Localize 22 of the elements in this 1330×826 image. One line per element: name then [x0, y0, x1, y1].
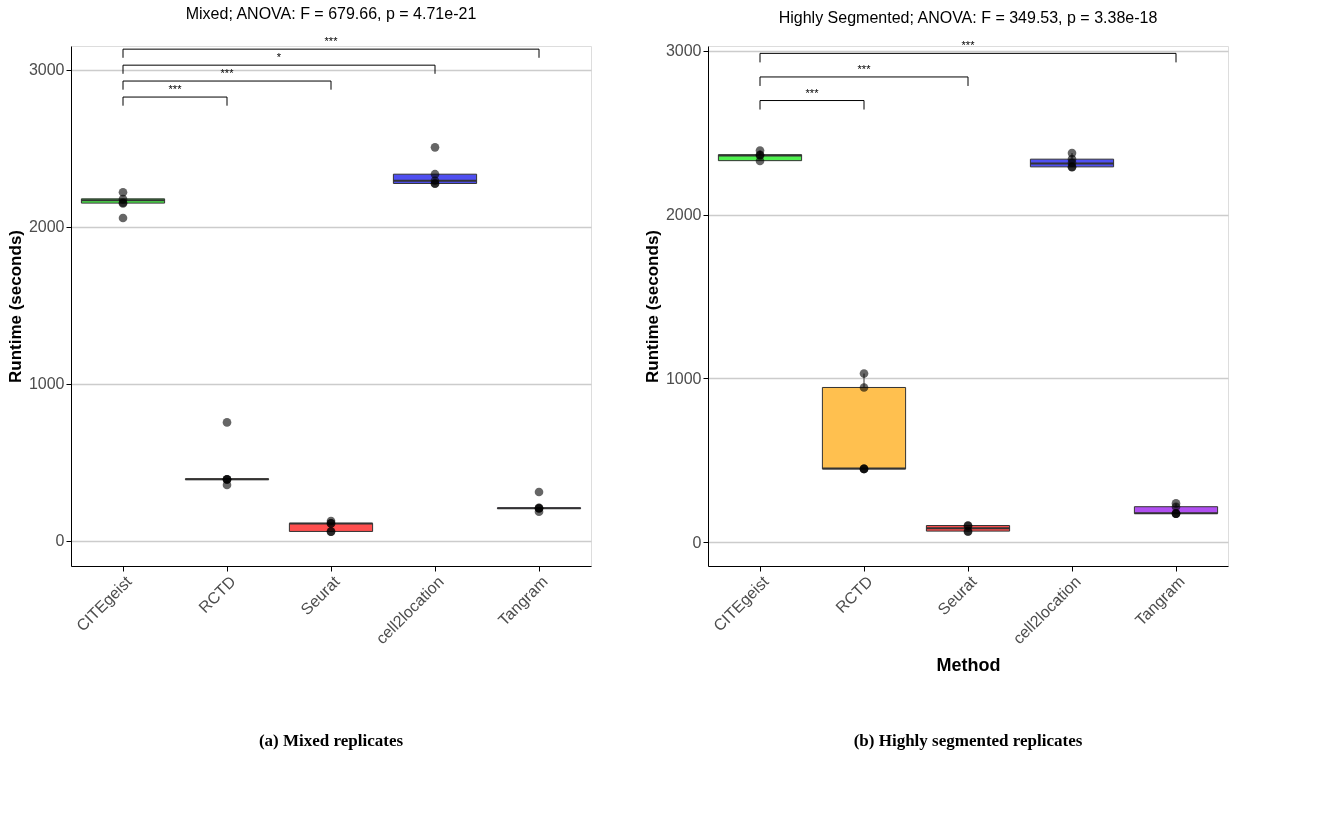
annotation: *** — [857, 62, 872, 75]
y-tick-label: 3000 — [28, 61, 65, 79]
chart-title: Mixed; ANOVA: F = 679.66, p = 4.71e-21 — [185, 5, 477, 23]
annotation: *** — [324, 35, 339, 48]
text: (a) Mixed replicates — [258, 731, 404, 750]
y-tick-label: 1000 — [665, 369, 702, 387]
annotation: *** — [220, 67, 235, 80]
y-tick-label: 1000 — [28, 375, 65, 393]
annotation: *** — [168, 83, 183, 96]
annotation: *** — [961, 39, 976, 52]
y-tick-label: 3000 — [665, 42, 702, 60]
y-tick-label: 0 — [55, 532, 65, 550]
y-tick-label: 0 — [692, 533, 702, 551]
chart-title: Highly Segmented; ANOVA: F = 349.53, p = 3.38e-18 — [778, 9, 1158, 27]
y-axis-title: Runtime (seconds) — [642, 229, 662, 384]
annotation: * — [276, 51, 282, 64]
y-tick-label: 2000 — [665, 206, 702, 224]
text: (b) Highly segmented replicates — [853, 731, 1083, 750]
x-axis-title: Method — [936, 655, 1001, 676]
annotation: *** — [805, 86, 820, 99]
y-tick-label: 2000 — [28, 218, 65, 236]
y-axis-title: Runtime (seconds) — [5, 229, 25, 384]
